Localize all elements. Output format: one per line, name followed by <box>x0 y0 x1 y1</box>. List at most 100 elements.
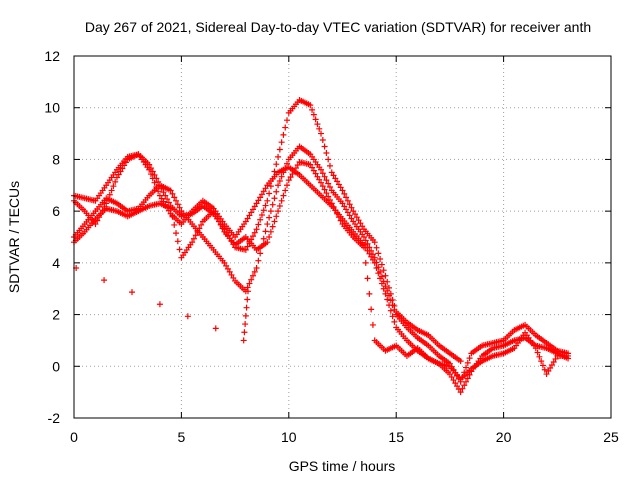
data-point <box>266 234 273 240</box>
data-point <box>276 146 283 153</box>
data-point <box>463 378 470 385</box>
data-point <box>364 275 371 282</box>
data-point <box>246 280 253 287</box>
data-point <box>253 265 260 272</box>
data-point <box>215 218 222 225</box>
data-point <box>369 321 376 328</box>
series-outliers <box>73 265 251 344</box>
data-point <box>223 262 230 269</box>
data-point <box>366 290 373 297</box>
data-point <box>380 285 387 292</box>
data-point <box>278 173 285 180</box>
data-point <box>457 389 464 396</box>
data-point <box>364 240 371 247</box>
data-point <box>171 221 178 228</box>
data-point <box>457 358 464 365</box>
data-point <box>452 380 459 387</box>
data-point <box>253 200 260 207</box>
data-point <box>101 277 108 284</box>
data-point <box>344 209 351 216</box>
data-point <box>547 365 554 372</box>
data-point <box>309 164 316 171</box>
data-point <box>110 183 117 190</box>
data-point <box>255 221 262 228</box>
data-point <box>115 171 122 178</box>
y-tick-label: 10 <box>44 100 60 116</box>
data-point <box>184 313 191 320</box>
data-point <box>190 235 197 242</box>
data-point <box>242 312 249 319</box>
data-point <box>251 203 258 210</box>
data-point <box>92 221 99 228</box>
data-point <box>543 371 550 378</box>
data-point <box>173 197 180 204</box>
data-point <box>337 217 344 224</box>
data-point <box>224 265 231 272</box>
data-point <box>151 171 158 178</box>
y-tick-label: 6 <box>52 203 60 219</box>
data-point <box>450 377 457 384</box>
data-point <box>113 174 120 181</box>
data-point <box>352 211 359 218</box>
data-point <box>341 190 348 197</box>
data-point <box>167 187 174 194</box>
data-point <box>230 274 237 281</box>
data-point <box>326 162 333 169</box>
x-tick-label: 25 <box>603 429 619 445</box>
data-point <box>284 117 291 124</box>
data-point <box>314 173 321 180</box>
data-point <box>257 250 264 257</box>
data-point <box>391 306 398 313</box>
data-point <box>119 165 126 172</box>
data-point <box>334 178 341 185</box>
series-track-3 <box>71 151 572 396</box>
data-point <box>565 352 572 359</box>
data-point <box>174 238 181 245</box>
data-point <box>309 106 316 113</box>
data-point <box>328 169 335 176</box>
data-point <box>248 209 255 216</box>
data-point <box>332 207 339 214</box>
data-point <box>210 208 217 215</box>
data-point <box>307 102 314 109</box>
data-point <box>167 205 174 212</box>
data-point <box>377 275 384 282</box>
data-point <box>355 217 362 224</box>
data-point <box>353 214 360 221</box>
data-point <box>273 188 280 195</box>
data-point <box>250 233 256 240</box>
data-point <box>194 228 201 235</box>
data-points <box>71 96 572 396</box>
data-point <box>326 184 333 191</box>
data-point <box>105 196 112 203</box>
data-point <box>341 203 348 210</box>
data-point <box>377 255 384 262</box>
data-point <box>174 201 181 208</box>
data-point <box>275 182 282 189</box>
data-point <box>378 280 385 287</box>
data-point <box>267 208 274 215</box>
data-point <box>284 182 291 189</box>
data-point <box>552 355 559 362</box>
data-point <box>321 186 328 193</box>
data-point <box>364 247 371 254</box>
data-point <box>538 358 545 365</box>
data-point <box>244 288 251 295</box>
data-point <box>387 297 394 304</box>
data-point <box>155 188 162 195</box>
data-point <box>262 185 269 192</box>
data-point <box>257 216 264 223</box>
data-point <box>278 139 285 146</box>
chart-title: Day 267 of 2021, Sidereal Day-to-day VTE… <box>85 19 591 35</box>
data-point <box>387 307 394 314</box>
data-point <box>368 306 375 313</box>
data-point <box>334 210 341 217</box>
data-point <box>466 355 473 362</box>
x-tick-label: 0 <box>70 429 78 445</box>
data-point <box>292 165 299 172</box>
data-point <box>343 206 350 213</box>
data-point <box>164 196 171 203</box>
data-point <box>446 371 453 378</box>
data-point <box>258 212 265 219</box>
data-point <box>146 166 153 173</box>
